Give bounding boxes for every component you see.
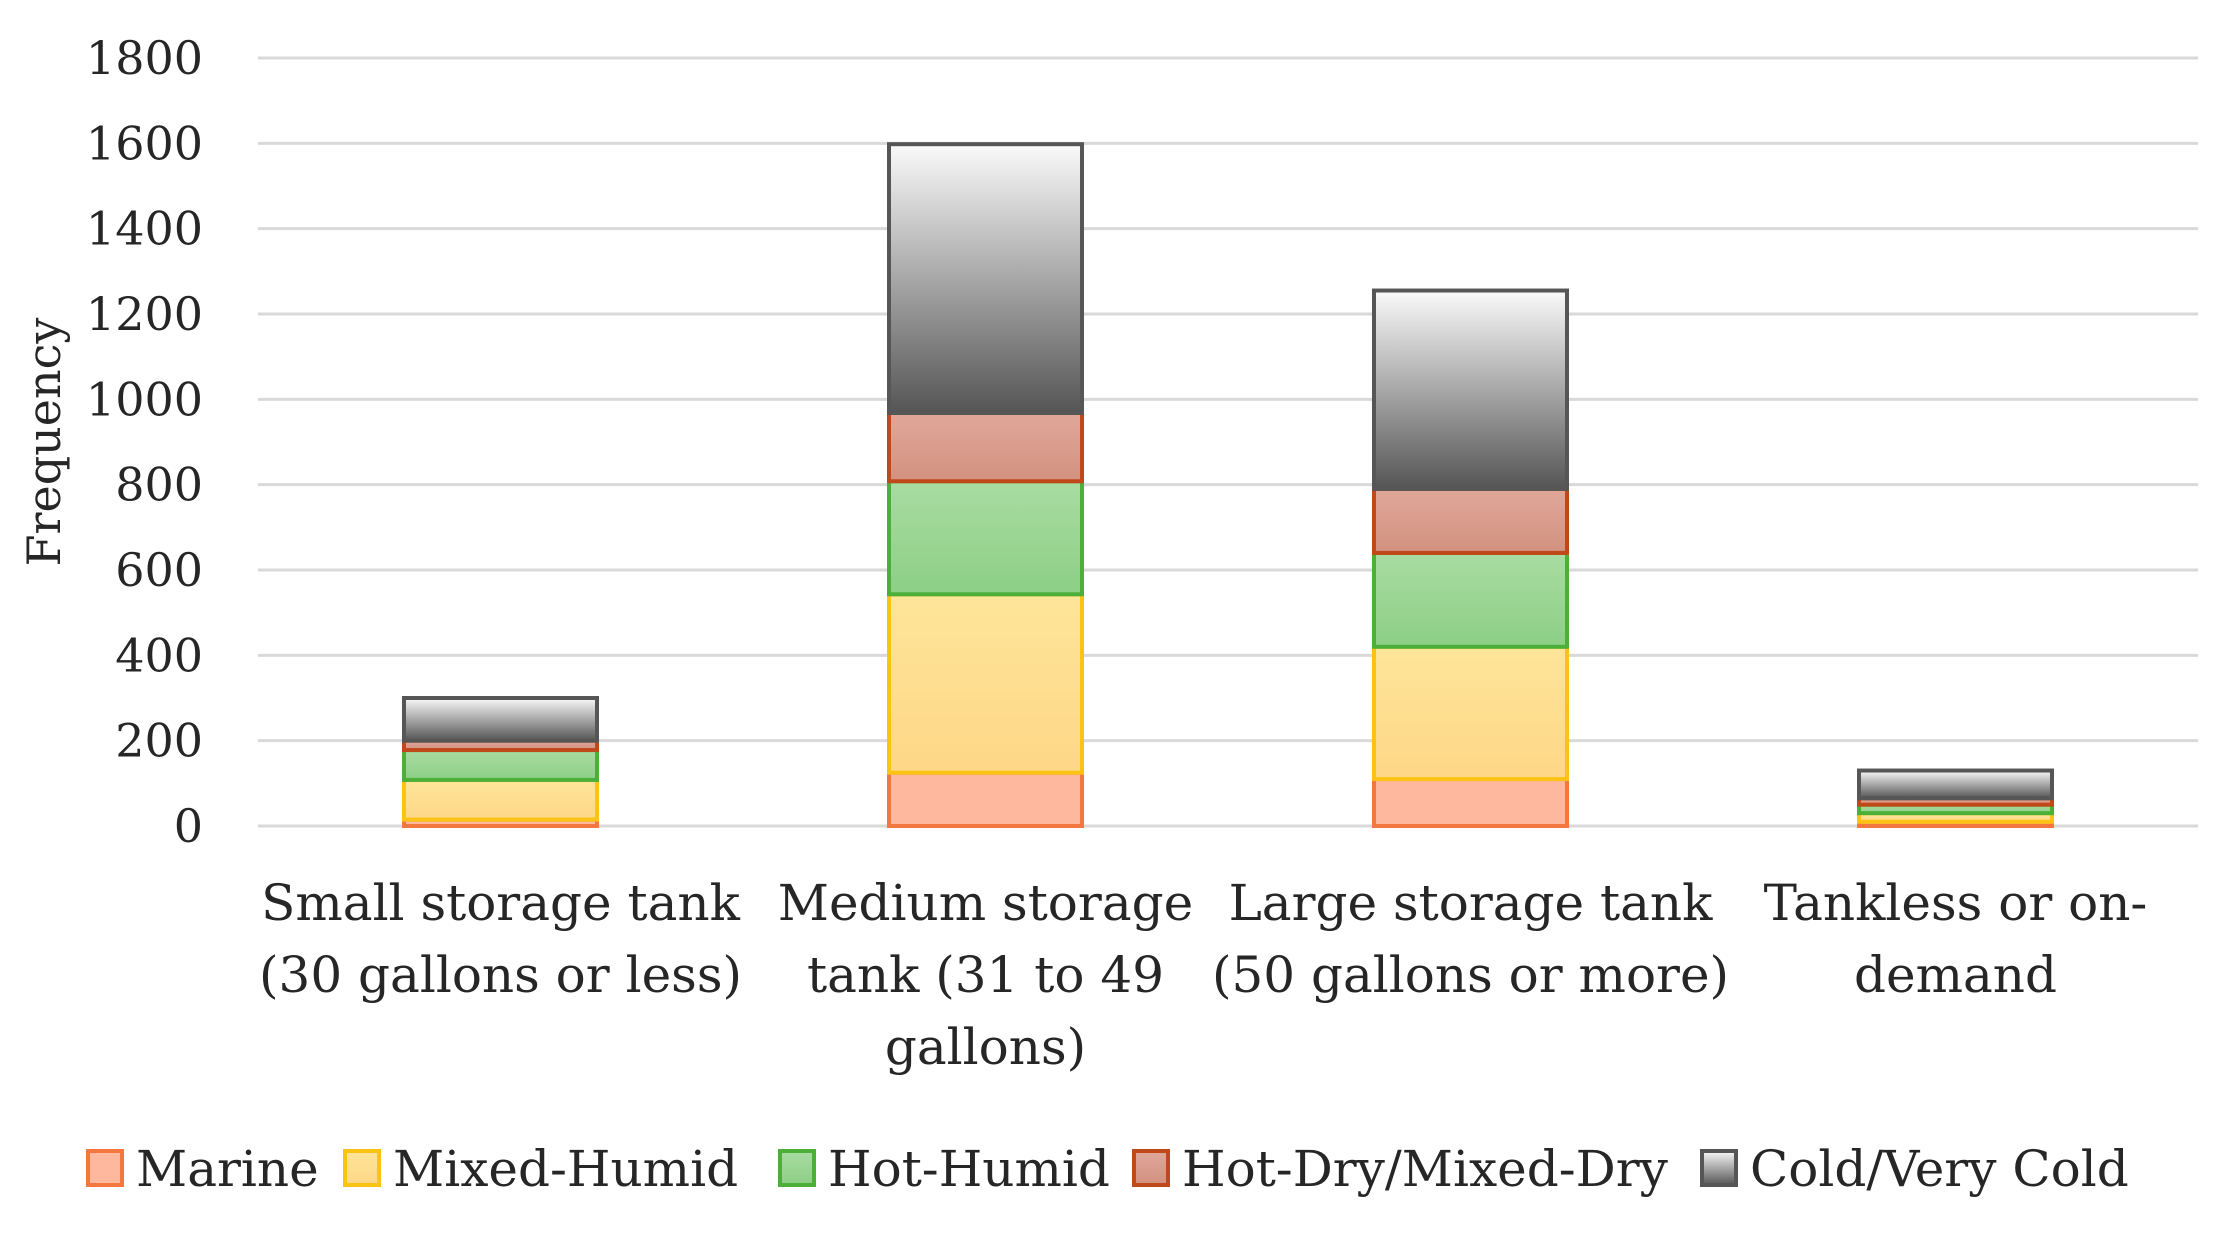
x-tick-label-4: Tankless or on-demand xyxy=(1764,874,2148,1004)
bar-hot-dry-mixed-dry-cat-3 xyxy=(1372,486,1569,555)
legend-label-marine: Marine xyxy=(136,1140,319,1198)
bar-marine-cat-3 xyxy=(1372,777,1569,828)
bar-cold-very-cold-cat-1 xyxy=(402,696,599,743)
legend-label-cold-very-cold: Cold/Very Cold xyxy=(1750,1140,2129,1198)
legend-item-hot-dry-mixed-dry: Hot-Dry/Mixed-Dry xyxy=(1132,1140,1669,1198)
bar-hot-humid-cat-2 xyxy=(887,479,1084,597)
legend-item-cold-very-cold: Cold/Very Cold xyxy=(1700,1140,2129,1198)
legend-swatch-hot-dry-mixed-dry xyxy=(1132,1149,1170,1187)
y-tick-label-1600: 1600 xyxy=(86,116,203,170)
legend-label-hot-humid: Hot-Humid xyxy=(828,1140,1110,1198)
x-axis-ticks: Small storage tank (30 gallons or less) Me… xyxy=(259,874,2147,1076)
y-tick-label-200: 200 xyxy=(115,714,203,768)
bar-marine-cat-2 xyxy=(887,770,1084,829)
bars xyxy=(402,142,2054,829)
y-tick-label-1800: 1800 xyxy=(86,31,203,85)
y-tick-label-600: 600 xyxy=(115,543,203,597)
bar-hot-humid-cat-3 xyxy=(1372,550,1569,649)
legend-item-hot-humid: Hot-Humid xyxy=(778,1140,1110,1198)
y-tick-label-1200: 1200 xyxy=(86,287,203,341)
y-tick-label-1400: 1400 xyxy=(86,202,203,256)
y-axis-ticks: 0 200 400 600 800 1000 1200 1400 1600 1800 xyxy=(86,31,203,853)
bar-cold-very-cold-cat-3 xyxy=(1372,288,1569,491)
bar-mixed-humid-cat-2 xyxy=(887,592,1084,775)
legend-swatch-hot-humid xyxy=(778,1149,816,1187)
y-tick-label-1000: 1000 xyxy=(86,372,203,426)
legend-label-mixed-humid: Mixed-Humid xyxy=(393,1140,738,1198)
bar-cold-very-cold-cat-4 xyxy=(1857,768,2054,801)
bar-cold-very-cold-cat-2 xyxy=(887,142,1084,415)
y-axis-title: Frequency xyxy=(17,318,71,567)
legend-item-marine: Marine xyxy=(86,1140,319,1198)
bar-mixed-humid-cat-3 xyxy=(1372,644,1569,782)
legend-swatch-marine xyxy=(86,1149,124,1187)
y-tick-label-400: 400 xyxy=(115,628,203,682)
x-tick-label-3: Large storage tank (50 gallons or more) xyxy=(1212,874,1729,1004)
x-tick-label-2: Medium storage tank (31 to 49 gallons) xyxy=(778,874,1193,1076)
legend-swatch-cold-very-cold xyxy=(1700,1149,1738,1187)
legend: Marine Mixed-Humid Hot-Humid Hot-Dry/Mixed-… xyxy=(86,1140,2129,1198)
y-tick-label-0: 0 xyxy=(174,799,203,853)
y-tick-label-800: 800 xyxy=(115,458,203,512)
bar-hot-humid-cat-1 xyxy=(402,748,599,782)
x-tick-label-1: Small storage tank (30 gallons or less) xyxy=(259,874,742,1004)
legend-item-mixed-humid: Mixed-Humid xyxy=(343,1140,738,1198)
bar-hot-dry-mixed-dry-cat-2 xyxy=(887,410,1084,484)
legend-swatch-mixed-humid xyxy=(343,1149,381,1187)
bar-mixed-humid-cat-1 xyxy=(402,777,599,822)
legend-label-hot-dry-mixed-dry: Hot-Dry/Mixed-Dry xyxy=(1182,1140,1669,1198)
